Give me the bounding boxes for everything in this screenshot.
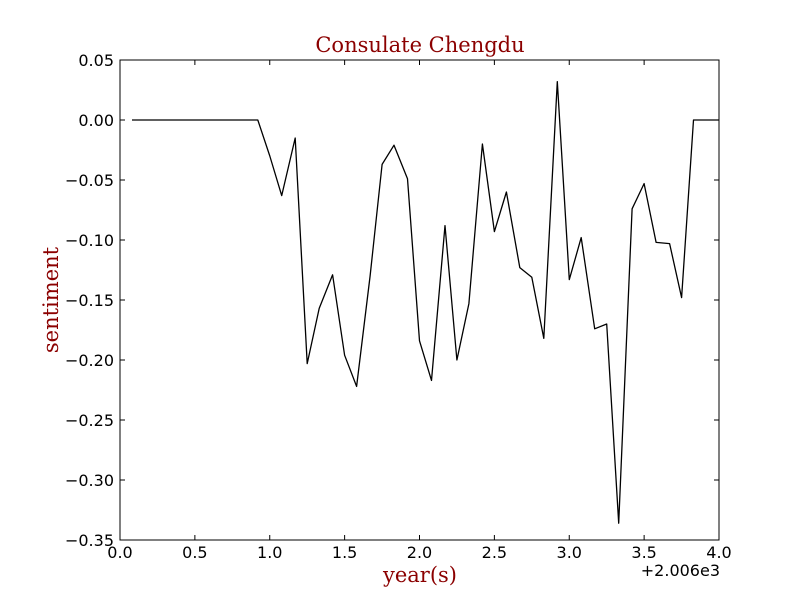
x-tick-label: 1.0: [257, 543, 282, 562]
x-tick-label: 3.5: [631, 543, 656, 562]
x-axis-label: year(s): [382, 563, 457, 587]
y-tick-label: 0.05: [78, 51, 114, 70]
plot-area: [119, 59, 720, 541]
x-axis: 0.0 0.5 1.0 1.5 2.0 2.5 3.0 3.5 4.0: [107, 60, 732, 562]
y-tick-label: −0.20: [65, 351, 114, 370]
x-tick-label: 3.0: [557, 543, 582, 562]
y-axis-label: sentiment: [39, 246, 63, 353]
y-tick-label: −0.10: [65, 231, 114, 250]
y-tick-label: −0.05: [65, 171, 114, 190]
x-tick-label: 4.0: [706, 543, 731, 562]
y-tick-label: −0.15: [65, 291, 114, 310]
x-tick-label: 0.5: [182, 543, 207, 562]
plot-frame: [119, 59, 720, 541]
y-tick-label: −0.30: [65, 471, 114, 490]
x-axis-offset-label: +2.006e3: [641, 561, 720, 580]
x-tick-label: 2.0: [407, 543, 432, 562]
x-tick-label: 0.0: [107, 543, 132, 562]
y-tick-label: −0.35: [65, 531, 114, 550]
chart-title: Consulate Chengdu: [315, 33, 524, 57]
y-tick-label: −0.25: [65, 411, 114, 430]
x-tick-label: 1.5: [332, 543, 357, 562]
series-line-0: [132, 80, 719, 524]
y-tick-label: 0.00: [78, 111, 114, 130]
y-axis: 0.05 0.00 −0.05 −0.10 −0.15 −0.20 −0.25 −0.30 −0…: [65, 51, 719, 550]
x-tick-label: 2.5: [482, 543, 507, 562]
